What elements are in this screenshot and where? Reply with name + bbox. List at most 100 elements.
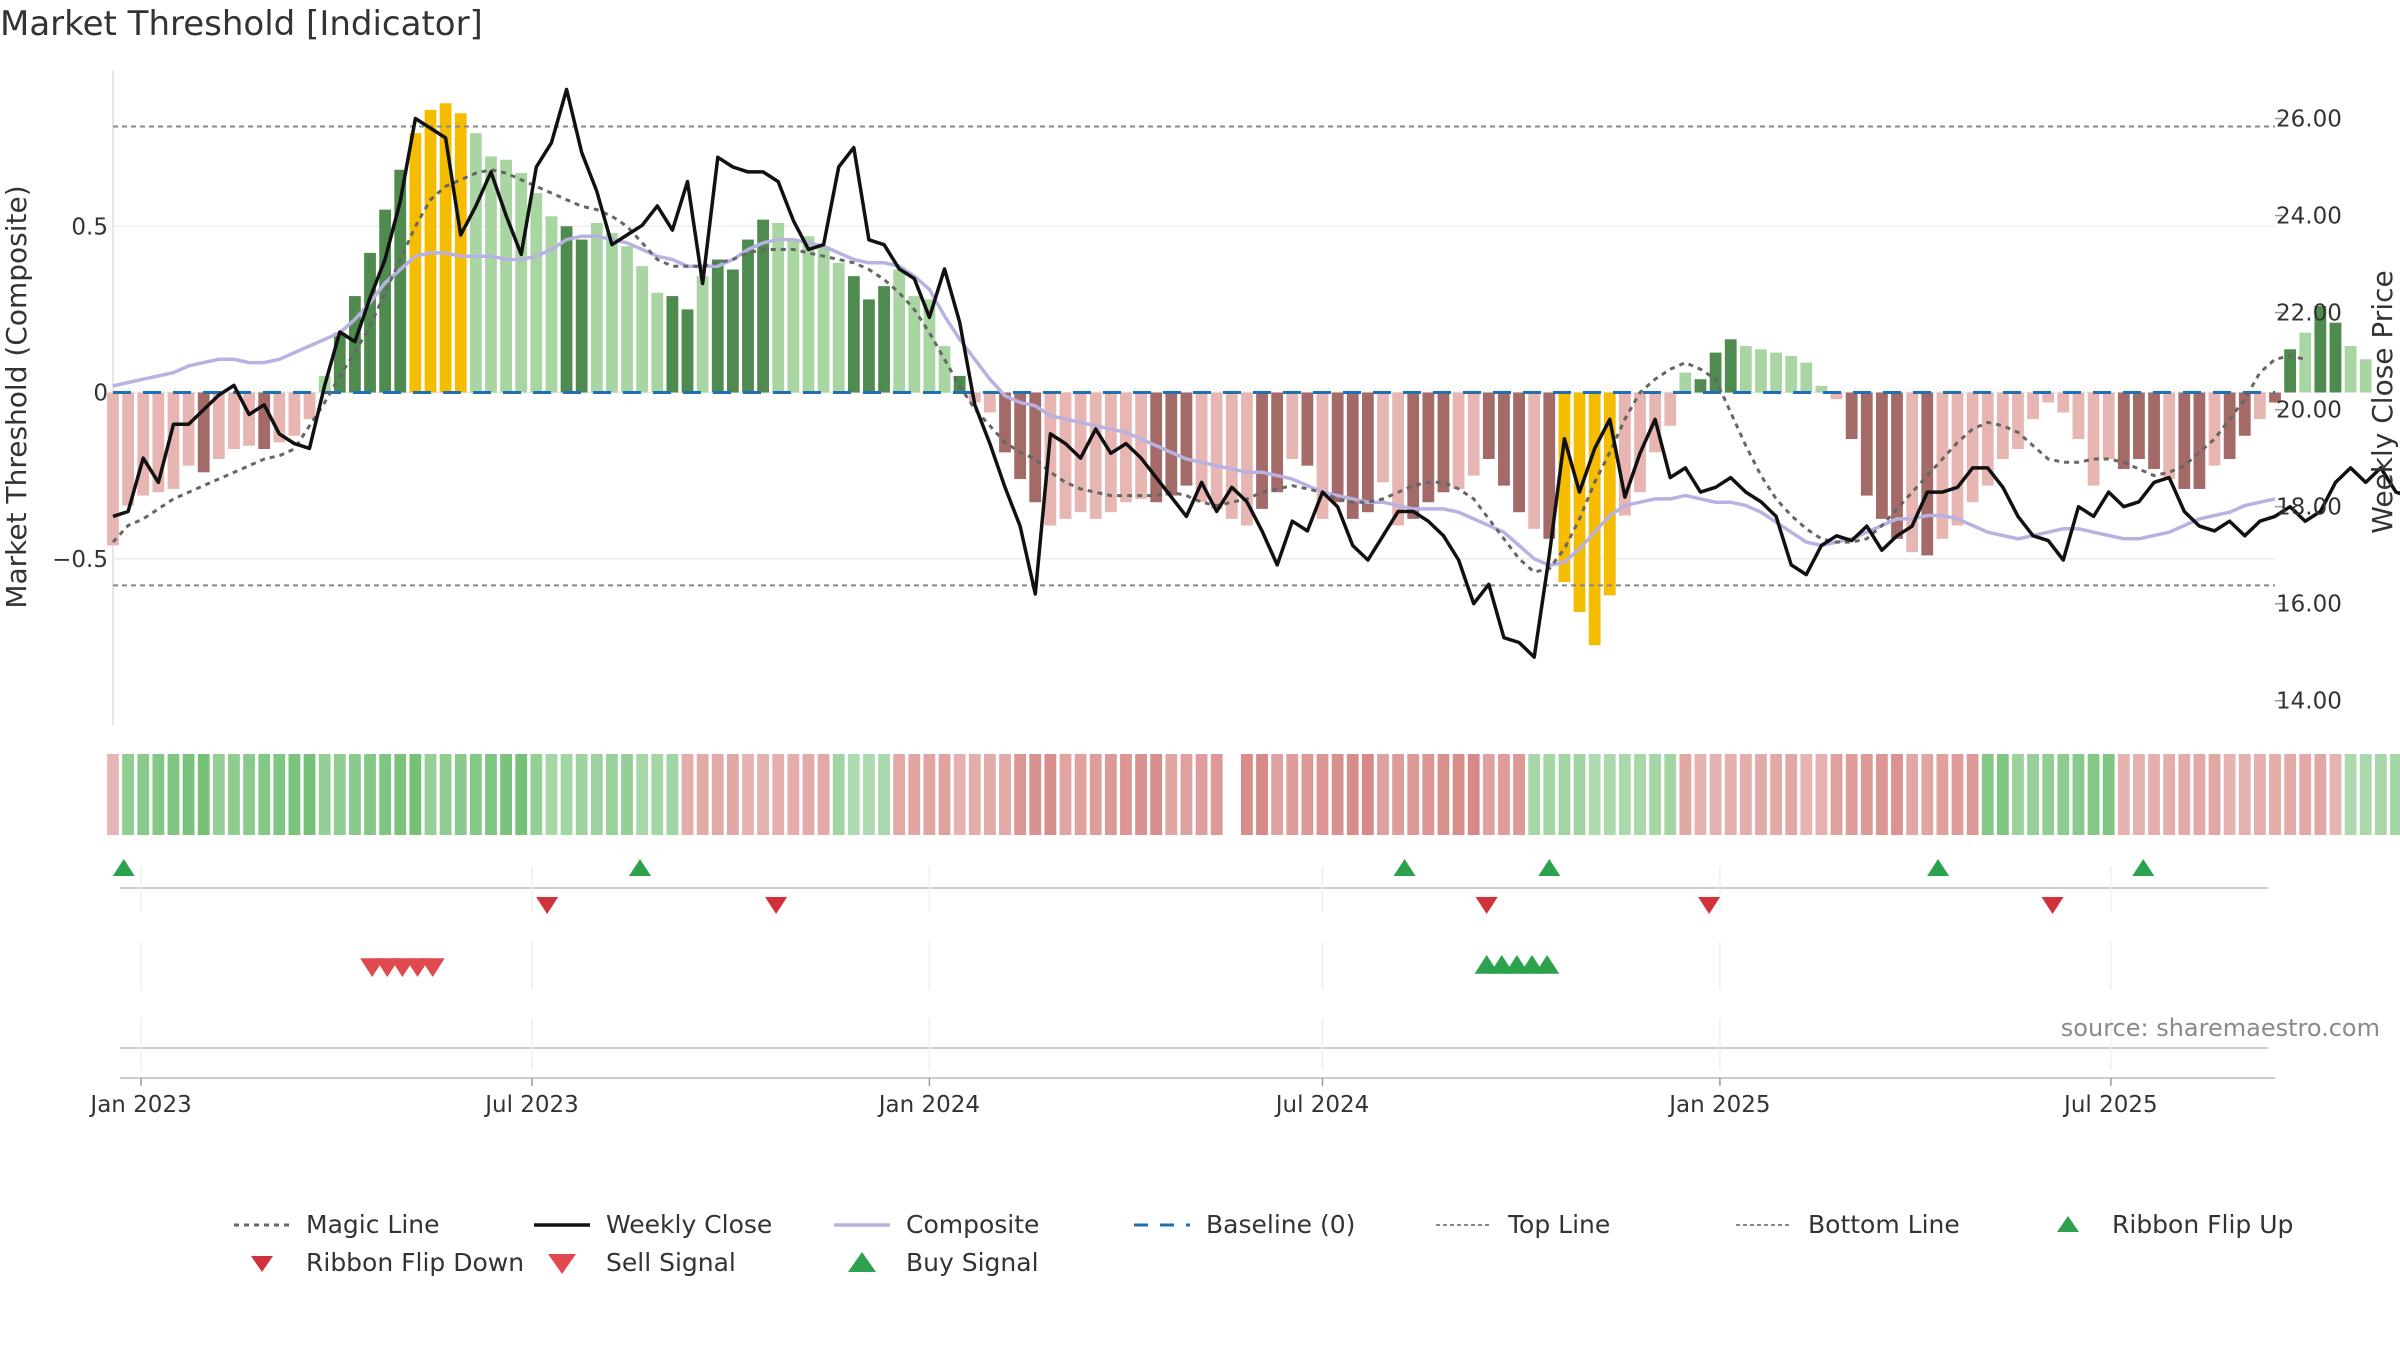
composite-bar — [258, 392, 271, 450]
composite-bar — [983, 392, 996, 413]
chart-title: Market Threshold [Indicator] — [0, 4, 483, 44]
weekly-close-swatch — [534, 1222, 590, 1227]
composite-bar — [1437, 392, 1450, 493]
y2-tick-label: 22.00 — [2276, 301, 2342, 327]
legend-item-top-line: Top Line — [1432, 1210, 1610, 1239]
ribbon-cell — [1074, 754, 1087, 835]
composite-bar — [212, 392, 225, 460]
x-tick-label: Jul 2023 — [483, 1092, 579, 1118]
ribbon-cell — [2314, 754, 2327, 835]
ribbon-cell — [1014, 754, 1027, 835]
composite-bar — [1241, 392, 1253, 526]
ribbon-cell — [621, 754, 633, 835]
composite-bar — [1074, 392, 1087, 513]
composite-bar — [817, 246, 830, 393]
ribbon-cell — [863, 754, 875, 835]
composite-bar — [1876, 392, 1888, 519]
composite-bar — [1528, 392, 1541, 529]
composite-bar — [1800, 362, 1813, 393]
ribbon-cell — [122, 754, 135, 835]
composite-bar — [122, 392, 135, 506]
legend-item-magic-line: Magic Line — [230, 1210, 440, 1239]
composite-bar — [1044, 392, 1057, 526]
composite-bar — [1755, 349, 1767, 393]
ribbon-cell — [983, 754, 996, 835]
composite-bar — [1089, 392, 1102, 519]
composite-bar — [1301, 392, 1314, 466]
ribbon-cell — [908, 754, 921, 835]
composite-bar — [681, 309, 694, 393]
ribbon-cell — [212, 754, 225, 835]
legend-label: Magic Line — [306, 1210, 440, 1239]
ribbon-flip-down-marker — [1475, 897, 1498, 914]
legend-label: Sell Signal — [606, 1248, 736, 1277]
composite-bar — [273, 392, 286, 443]
ribbon-cell — [999, 754, 1011, 835]
composite-bar — [1936, 392, 1949, 539]
x-tick-label: Jan 2025 — [1667, 1092, 1770, 1118]
ribbon-cell — [1755, 754, 1767, 835]
legend-label: Ribbon Flip Down — [306, 1248, 525, 1277]
composite-bar — [409, 133, 422, 393]
legend-item-bottom-line: Bottom Line — [1732, 1210, 1960, 1239]
composite-bar — [1135, 392, 1147, 499]
ribbon-cell — [696, 754, 709, 835]
composite-bar — [107, 392, 119, 546]
ribbon-cell — [2178, 754, 2191, 835]
composite-bar — [394, 169, 407, 393]
composite-bar — [2193, 392, 2206, 489]
ribbon-cell — [1906, 754, 1919, 835]
ribbon-cell — [2238, 754, 2251, 835]
ribbon-cell — [1996, 754, 2009, 835]
ribbon-cell — [1241, 754, 1253, 835]
composite-bar — [772, 222, 785, 393]
composite-bar — [2208, 392, 2221, 466]
sell-signal-swatch — [548, 1253, 576, 1274]
source-attribution: source: sharemaestro.com — [2060, 1014, 2380, 1042]
gridlines — [112, 70, 2275, 725]
ribbon-cell — [394, 754, 407, 835]
composite-bar — [1830, 392, 1843, 400]
composite-bar — [182, 392, 195, 466]
ribbon-cell — [1271, 754, 1284, 835]
ribbon-cell — [1482, 754, 1495, 835]
composite-bar — [2057, 392, 2070, 413]
ribbon-cell — [1407, 754, 1420, 835]
ribbon-flip-down-marker — [1698, 897, 1721, 914]
ribbon-cell — [666, 754, 679, 835]
composite-bar — [1634, 392, 1646, 493]
composite-bar — [1422, 392, 1435, 503]
ribbon-cell — [802, 754, 815, 835]
composite-bar — [832, 262, 845, 393]
ribbon-cell — [1588, 754, 1601, 835]
ribbon-cell — [606, 754, 618, 835]
ribbon-cell — [2329, 754, 2342, 835]
composite-bar — [2359, 359, 2372, 393]
ribbon-cell — [439, 754, 452, 835]
composite-bar — [439, 103, 452, 393]
ribbon-cell — [1165, 754, 1178, 835]
ribbon-cell — [1422, 754, 1435, 835]
ribbon-cell — [923, 754, 936, 835]
legend-item-ribbon-flip-up: Ribbon Flip Up — [2036, 1210, 2293, 1239]
ribbon-cell — [1936, 754, 1949, 835]
composite-bar — [1845, 392, 1858, 440]
composite-line — [112, 234, 2276, 568]
composite-bar — [1346, 392, 1359, 519]
ribbon-cell — [107, 754, 119, 835]
ribbon-cell — [1800, 754, 1813, 835]
composite-bar — [1392, 392, 1405, 526]
ribbon-cell — [137, 754, 150, 835]
y-tick-label: 0 — [93, 381, 108, 407]
composite-bar — [2087, 392, 2100, 486]
composite-bar — [908, 296, 921, 393]
ribbon-cell — [938, 754, 951, 835]
x-tick-label: Jan 2024 — [877, 1092, 980, 1118]
composite-bar — [243, 392, 255, 446]
y-tick-label: −0.5 — [52, 547, 108, 573]
composite-bar — [1059, 392, 1072, 519]
ribbon-cell — [878, 754, 890, 835]
ribbon-cell — [167, 754, 180, 835]
ribbon-cell — [2269, 754, 2281, 835]
ribbon-cell — [1634, 754, 1646, 835]
